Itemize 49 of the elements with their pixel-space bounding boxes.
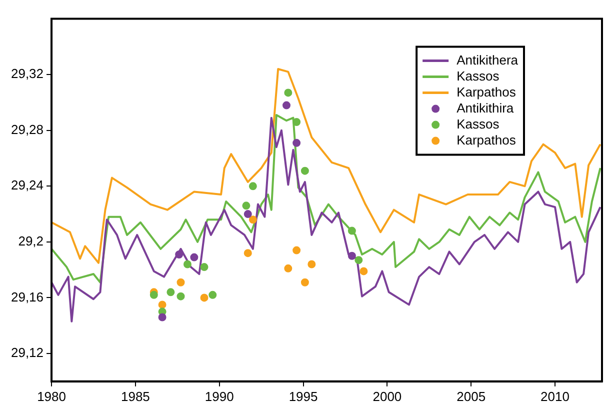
point [175,250,184,258]
point [354,256,363,264]
y-tick-label: 29,2 [18,234,44,249]
point [284,264,292,272]
point [300,166,309,175]
point [208,290,217,299]
y-tick-label: 29,28 [10,122,44,137]
point [282,101,290,110]
point [300,278,309,286]
point [284,88,292,97]
y-tick-label: 29,32 [10,66,44,82]
point [244,210,252,218]
point [348,226,356,235]
legend-label: Kassos [456,116,500,132]
point [150,290,158,299]
point [158,313,166,322]
point [166,288,175,296]
point [348,252,356,260]
point [360,267,368,276]
legend-label: Karpathos [456,84,516,100]
point [158,300,166,309]
x-tick-label: 1990 [204,388,234,404]
legend-label: Karpathos [456,132,516,148]
point [248,182,257,190]
x-tick-label: 1995 [288,388,318,404]
point [176,278,185,286]
point [183,260,192,268]
x-tick-label: 2010 [540,388,570,404]
point [200,294,208,302]
point [200,263,208,272]
y-tick-label: 29,12 [10,345,44,360]
legend-label: Antikithira [456,100,514,116]
x-tick-label: 2000 [372,388,402,404]
point [308,260,316,268]
y-tick-label: 29,24 [10,178,44,193]
legend-label: Kassos [456,68,500,84]
point [292,246,301,254]
legend-label: Antikithera [456,52,519,68]
point [242,202,250,210]
point [248,216,257,224]
x-tick-label: 1985 [120,388,150,404]
point [190,253,198,262]
x-tick-label: 2005 [456,388,486,404]
point [176,292,185,300]
point [244,249,252,258]
y-tick-label: 29,16 [10,289,44,304]
point [292,118,301,126]
point [292,138,301,147]
x-tick-label: 1980 [37,388,66,404]
